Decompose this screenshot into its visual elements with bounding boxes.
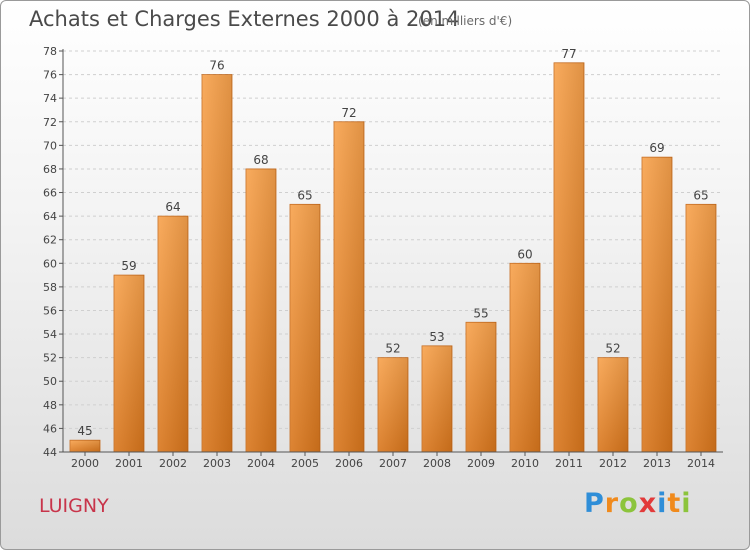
x-tick-label: 2007 bbox=[379, 457, 407, 470]
logo-letter: x bbox=[638, 488, 658, 519]
x-tick-label: 2014 bbox=[687, 457, 715, 470]
bar-value-label: 69 bbox=[649, 141, 664, 155]
proxiti-logo: Proxiti bbox=[584, 488, 692, 519]
bar-value-label: 65 bbox=[297, 188, 312, 202]
x-tick-label: 2003 bbox=[203, 457, 231, 470]
x-tick-label: 2013 bbox=[643, 457, 671, 470]
chart-title: Achats et Charges Externes 2000 à 2014 bbox=[29, 7, 460, 31]
bar-value-label: 65 bbox=[693, 188, 708, 202]
x-tick-label: 2012 bbox=[599, 457, 627, 470]
x-tick-label: 2001 bbox=[115, 457, 143, 470]
bar-shade bbox=[334, 121, 364, 452]
x-tick-label: 2004 bbox=[247, 457, 275, 470]
logo-letter: i bbox=[681, 488, 692, 519]
y-tick-label: 60 bbox=[43, 257, 57, 270]
bar-shade bbox=[422, 345, 452, 452]
y-tick-label: 58 bbox=[43, 281, 57, 294]
bar-value-label: 53 bbox=[429, 330, 444, 344]
logo-letter: r bbox=[604, 488, 620, 519]
bar-value-label: 72 bbox=[341, 106, 356, 120]
bar-shade bbox=[598, 357, 628, 452]
y-tick-label: 46 bbox=[43, 422, 57, 435]
bar-shade bbox=[686, 204, 716, 452]
chart-subtitle: (en milliers d'€) bbox=[418, 14, 513, 28]
labels: 44 46 48 50 52 54 56 58 60 62 64 66 68 70 72 74 76 78 45 20… bbox=[43, 45, 715, 470]
y-tick-label: 70 bbox=[43, 139, 57, 152]
bar-shade bbox=[554, 62, 584, 452]
bar-shade bbox=[290, 204, 320, 452]
bar-value-label: 60 bbox=[517, 247, 532, 261]
bar-shade bbox=[114, 275, 144, 452]
y-tick-label: 66 bbox=[43, 187, 57, 200]
bar-shade bbox=[378, 357, 408, 452]
y-tick-label: 68 bbox=[43, 163, 57, 176]
y-tick-label: 54 bbox=[43, 328, 57, 341]
x-tick-label: 2000 bbox=[71, 457, 99, 470]
x-tick-label: 2005 bbox=[291, 457, 319, 470]
bar-value-label: 68 bbox=[253, 153, 268, 167]
bar-value-label: 45 bbox=[77, 424, 92, 438]
bar-value-label: 64 bbox=[165, 200, 180, 214]
axes bbox=[59, 49, 723, 456]
bar-shade bbox=[158, 216, 188, 452]
x-tick-label: 2008 bbox=[423, 457, 451, 470]
bar-value-label: 59 bbox=[121, 259, 136, 273]
y-tick-label: 56 bbox=[43, 304, 57, 317]
y-tick-label: 62 bbox=[43, 234, 57, 247]
x-tick-label: 2002 bbox=[159, 457, 187, 470]
x-tick-label: 2006 bbox=[335, 457, 363, 470]
y-tick-label: 44 bbox=[43, 446, 57, 459]
bar-shade bbox=[246, 168, 276, 453]
town-name: LUIGNY bbox=[39, 495, 109, 517]
y-tick-label: 76 bbox=[43, 69, 57, 82]
x-tick-label: 2011 bbox=[555, 457, 583, 470]
bar-value-label: 52 bbox=[385, 342, 400, 356]
x-tick-label: 2010 bbox=[511, 457, 539, 470]
y-tick-label: 64 bbox=[43, 210, 57, 223]
y-tick-label: 74 bbox=[43, 92, 57, 105]
y-tick-label: 50 bbox=[43, 375, 57, 388]
bar-shade bbox=[202, 74, 232, 453]
bar-shade bbox=[466, 322, 496, 452]
bar-value-label: 55 bbox=[473, 306, 488, 320]
logo-letter: P bbox=[584, 488, 605, 519]
logo-letter: o bbox=[619, 488, 639, 519]
bar-shade bbox=[70, 440, 100, 452]
logo-letter: t bbox=[667, 488, 682, 519]
bar-value-label: 77 bbox=[561, 47, 576, 61]
logo-letter: i bbox=[657, 488, 668, 519]
y-tick-label: 48 bbox=[43, 399, 57, 412]
y-tick-label: 52 bbox=[43, 352, 57, 365]
bar-value-label: 52 bbox=[605, 342, 620, 356]
x-tick-label: 2009 bbox=[467, 457, 495, 470]
y-tick-label: 78 bbox=[43, 45, 57, 58]
bar-shade bbox=[642, 157, 672, 452]
y-tick-label: 72 bbox=[43, 116, 57, 129]
bar-shade bbox=[510, 263, 540, 452]
bar-value-label: 76 bbox=[209, 59, 224, 73]
bars bbox=[69, 62, 717, 453]
